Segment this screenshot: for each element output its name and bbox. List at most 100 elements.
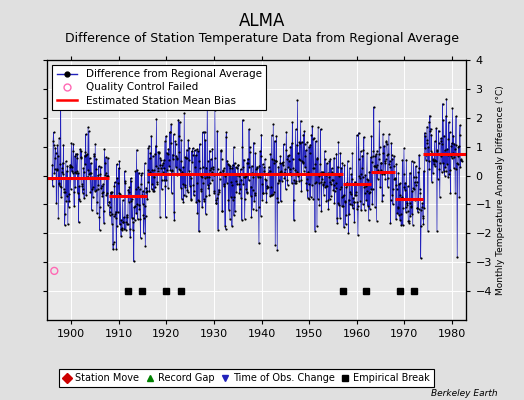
Point xyxy=(448,105,456,112)
Point xyxy=(287,140,296,146)
Point xyxy=(99,181,107,187)
Point xyxy=(293,168,301,175)
Point xyxy=(379,149,388,156)
Point xyxy=(318,168,326,175)
Point xyxy=(364,217,373,224)
Point xyxy=(301,164,309,170)
Point xyxy=(279,141,288,148)
Point xyxy=(457,156,465,162)
Point xyxy=(261,190,270,197)
Point xyxy=(363,150,371,156)
Point xyxy=(326,156,335,162)
Point xyxy=(443,151,452,158)
Point xyxy=(216,169,225,176)
Point xyxy=(266,168,274,174)
Point xyxy=(82,152,91,159)
Point xyxy=(181,184,189,190)
Point xyxy=(124,198,133,205)
Point xyxy=(122,219,130,226)
Point xyxy=(96,204,104,210)
Point xyxy=(71,184,80,190)
Point xyxy=(376,184,384,190)
Point xyxy=(424,158,433,164)
Point xyxy=(126,234,134,240)
Point xyxy=(139,212,148,218)
Point xyxy=(301,152,310,159)
Point xyxy=(55,135,63,142)
Point xyxy=(397,222,406,228)
Point xyxy=(96,164,105,170)
Point xyxy=(185,182,194,189)
Point xyxy=(335,202,343,208)
Point xyxy=(158,177,166,183)
Point xyxy=(124,186,133,193)
Point xyxy=(162,176,170,183)
Point xyxy=(72,168,81,174)
Point xyxy=(177,184,185,191)
Point xyxy=(200,128,209,135)
Point xyxy=(200,196,208,202)
Point xyxy=(269,190,277,197)
Point xyxy=(414,169,422,176)
Point xyxy=(375,118,384,124)
Point xyxy=(427,148,435,154)
Point xyxy=(69,170,77,176)
Point xyxy=(315,172,323,179)
Point xyxy=(111,179,119,186)
Point xyxy=(400,145,408,152)
Point xyxy=(234,162,243,168)
Point xyxy=(127,198,135,204)
Point xyxy=(319,169,327,175)
Point xyxy=(369,148,378,154)
Point xyxy=(280,170,289,176)
Point xyxy=(170,217,179,224)
Point xyxy=(144,179,152,186)
Point xyxy=(292,142,301,148)
Point xyxy=(253,163,261,170)
Point xyxy=(68,168,76,174)
Point xyxy=(198,174,206,180)
Point xyxy=(237,176,246,183)
Point xyxy=(114,209,122,215)
Point xyxy=(452,142,460,148)
Point xyxy=(54,215,62,221)
Point xyxy=(332,185,340,192)
Point xyxy=(390,153,398,160)
Point xyxy=(152,163,160,170)
Point xyxy=(154,148,162,155)
Point xyxy=(300,168,308,174)
Point xyxy=(194,148,202,154)
Y-axis label: Monthly Temperature Anomaly Difference (°C): Monthly Temperature Anomaly Difference (… xyxy=(496,85,505,295)
Point xyxy=(451,146,459,152)
Point xyxy=(55,181,63,187)
Point xyxy=(128,214,137,221)
Point xyxy=(152,179,161,185)
Point xyxy=(100,146,108,152)
Point xyxy=(423,124,431,130)
Point xyxy=(364,177,373,183)
Point xyxy=(435,194,444,200)
Point xyxy=(231,160,239,166)
Point xyxy=(93,198,102,205)
Point xyxy=(223,179,231,186)
Point xyxy=(228,223,236,229)
Point xyxy=(89,194,97,200)
Point xyxy=(316,161,324,167)
Point xyxy=(376,167,385,173)
Point xyxy=(163,150,172,157)
Point xyxy=(366,206,374,212)
Point xyxy=(299,132,308,138)
Point xyxy=(400,186,409,193)
Point xyxy=(280,175,289,181)
Point xyxy=(191,171,200,178)
Point xyxy=(364,203,372,209)
Point xyxy=(307,171,315,177)
Point xyxy=(165,157,173,163)
Point xyxy=(452,113,460,120)
Point xyxy=(410,174,418,180)
Point xyxy=(206,156,215,162)
Point xyxy=(81,161,89,167)
Point xyxy=(324,196,332,203)
Point xyxy=(57,92,65,98)
Point xyxy=(87,170,95,176)
